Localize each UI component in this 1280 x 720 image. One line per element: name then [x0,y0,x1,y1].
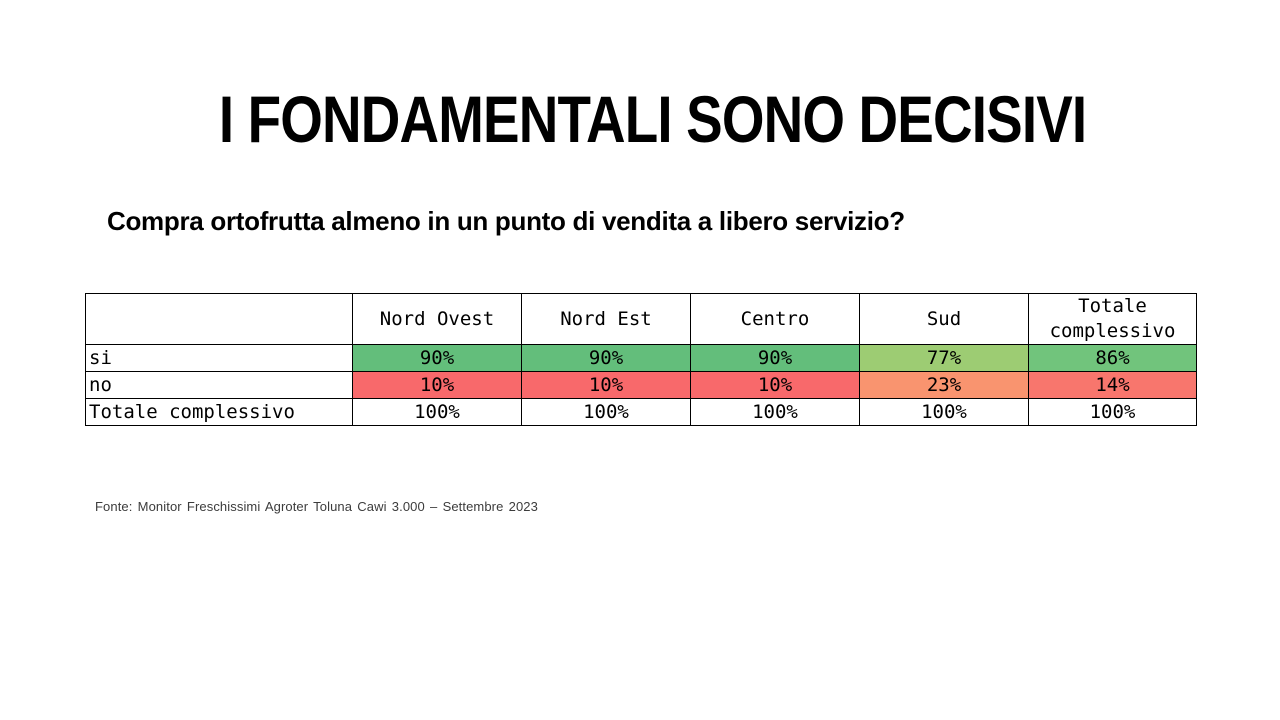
table-cell: 100% [1028,398,1197,427]
column-header-centro: Centro [690,292,860,346]
column-header-sud: Sud [859,292,1029,346]
row-label-totale: Totale complessivo [85,398,353,427]
table-cell: 100% [521,398,691,427]
page-title: I FONDAMENTALI SONO DECISIVI [13,86,1280,152]
table-cell: 23% [859,371,1029,400]
table-cell: 90% [352,344,522,373]
table-cell: 90% [690,344,860,373]
table-row-totale: Totale complessivo 100% 100% 100% 100% 1… [85,398,1197,427]
table-cell: 100% [352,398,522,427]
page-title-text: I FONDAMENTALI SONO DECISIVI [219,82,1087,156]
table-row-no: no 10% 10% 10% 23% 14% [85,371,1197,400]
table-cell: 10% [521,371,691,400]
table-cell: 90% [521,344,691,373]
table-row-si: si 90% 90% 90% 77% 86% [85,344,1197,373]
table-header-row: Nord Ovest Nord Est Centro Sud Totale co… [85,292,1197,346]
table-cell: 100% [859,398,1029,427]
row-label-si: si [85,344,353,373]
row-label-no: no [85,371,353,400]
column-header-nord-ovest: Nord Ovest [352,292,522,346]
column-header-nord-est: Nord Est [521,292,691,346]
table-cell: 86% [1028,344,1197,373]
table-cell: 10% [690,371,860,400]
table-cell: 14% [1028,371,1197,400]
source-note: Fonte: Monitor Freschissimi Agroter Tolu… [95,499,538,514]
table-cell: 77% [859,344,1029,373]
question-subtitle: Compra ortofrutta almeno in un punto di … [107,206,905,236]
table-cell: 10% [352,371,522,400]
corner-cell [85,292,353,346]
table-cell: 100% [690,398,860,427]
results-table: Nord Ovest Nord Est Centro Sud Totale co… [85,292,1197,427]
column-header-totale: Totale complessivo [1028,292,1197,346]
